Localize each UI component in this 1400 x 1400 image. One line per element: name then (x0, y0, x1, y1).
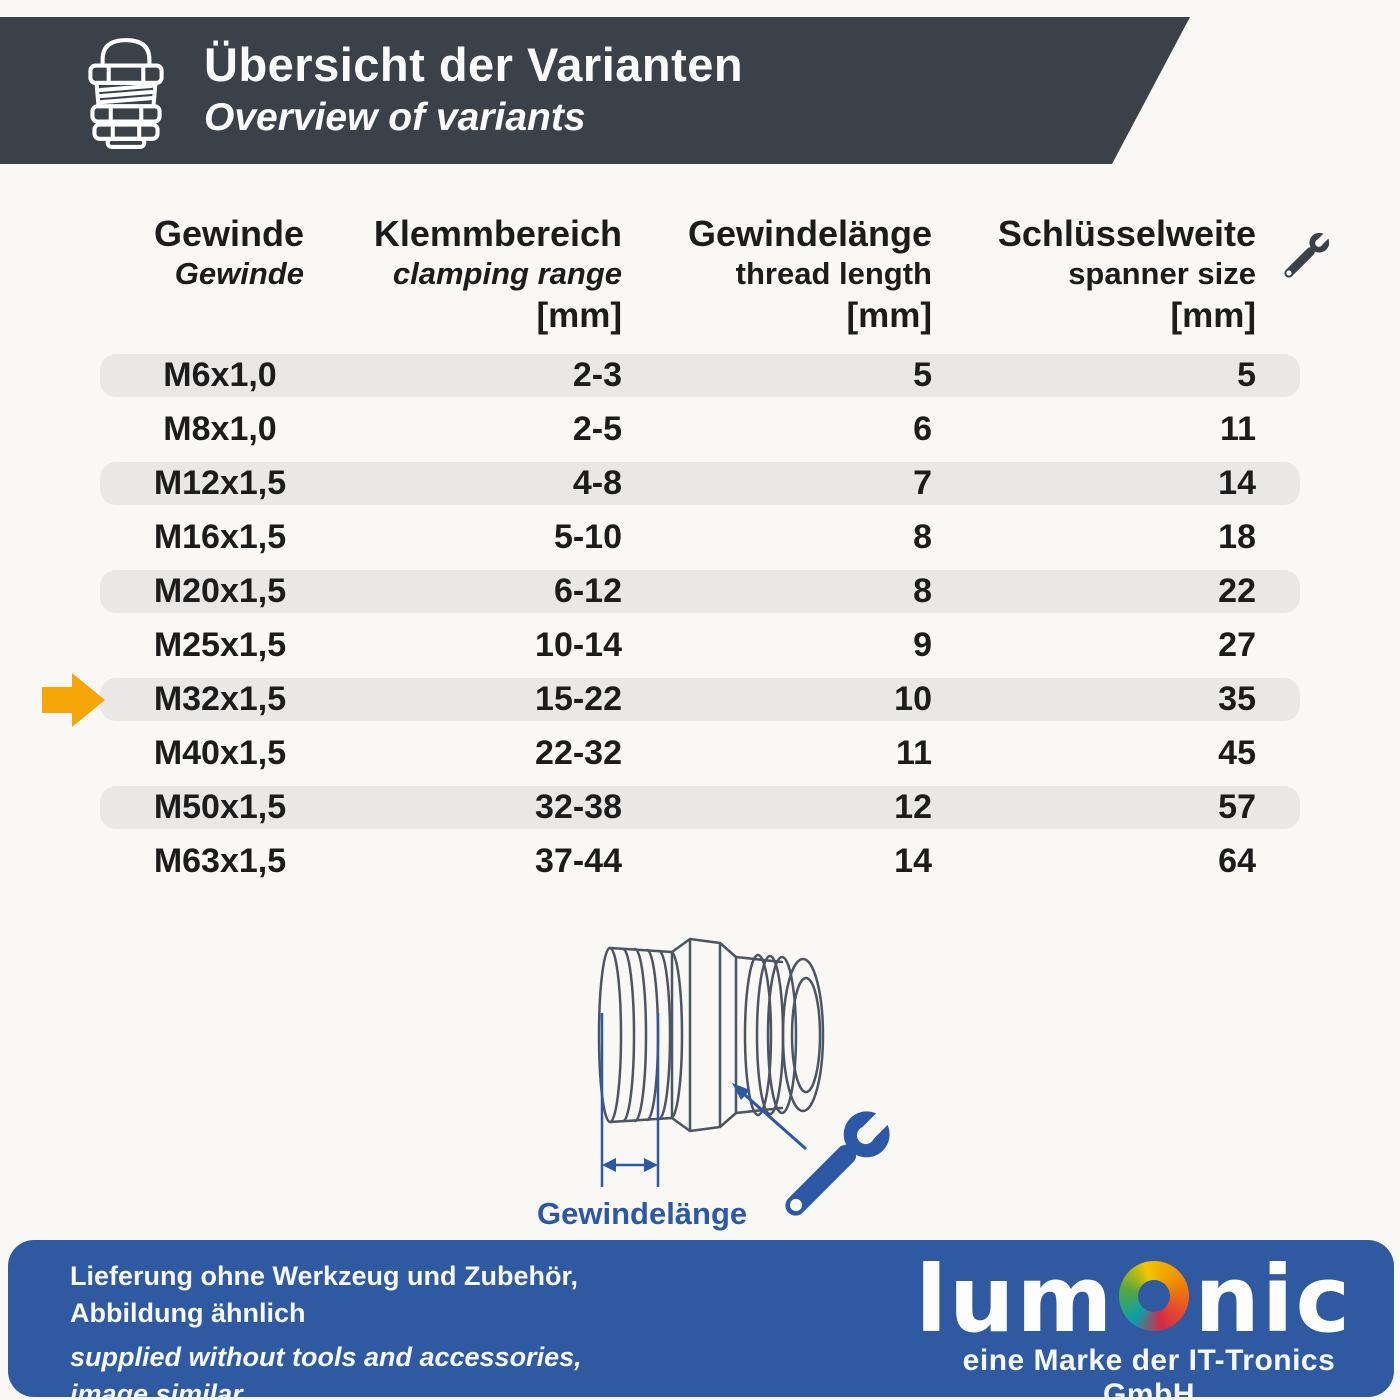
cell-spanner-size: 22 (1218, 572, 1256, 610)
logo-color-ring-icon (1119, 1260, 1190, 1331)
col-header-spanner-size: Schlüsselweite spanner size [mm] (997, 213, 1256, 335)
table-row: M40x1,5 22-32 11 45 (100, 732, 1300, 775)
cell-spanner-size: 18 (1218, 518, 1256, 556)
cell-spanner-size: 57 (1218, 788, 1256, 826)
cell-clamping-range: 5-10 (553, 518, 622, 556)
footer-panel: Lieferung ohne Werkzeug und Zubehör, Abb… (8, 1240, 1394, 1400)
table-row: M12x1,5 4-8 7 14 (100, 462, 1300, 505)
brand-logo: lum nic (916, 1246, 1352, 1353)
cell-clamping-range: 22-32 (535, 734, 622, 772)
logo-text-suffix: nic (1194, 1246, 1352, 1353)
note-en-line1: supplied without tools and accessories, (70, 1342, 582, 1372)
table-row: M50x1,5 32-38 12 57 (100, 786, 1300, 829)
cell-spanner-size: 14 (1218, 464, 1256, 502)
wrench-icon (1284, 231, 1331, 278)
table-row: M8x1,0 2-5 6 11 (100, 408, 1300, 451)
cell-clamping-range: 37-44 (535, 842, 622, 880)
cell-thread: M32x1,5 (153, 680, 287, 718)
cell-thread: M16x1,5 (153, 518, 287, 556)
cell-clamping-range: 10-14 (535, 626, 622, 664)
col-header-clamping-range: Klemmbereich clamping range [mm] (373, 213, 622, 335)
thread-length-label: Gewindelänge (537, 1196, 748, 1231)
cell-thread: M50x1,5 (153, 788, 287, 826)
cell-thread-length: 5 (913, 356, 932, 394)
note-de-line1: Lieferung ohne Werkzeug und Zubehör, (70, 1261, 579, 1291)
cell-clamping-range: 4-8 (572, 464, 622, 502)
cell-spanner-size: 11 (1220, 410, 1256, 448)
cell-thread: M25x1,5 (153, 626, 287, 664)
table-row: M63x1,5 37-44 14 64 (100, 840, 1300, 883)
cell-thread: M8x1,0 (163, 410, 277, 448)
cell-thread-length: 7 (913, 464, 932, 502)
cell-spanner-size: 45 (1218, 734, 1256, 772)
note-en-line2: image similar (70, 1379, 243, 1400)
fitting-technical-drawing (597, 937, 894, 1216)
cell-thread-length: 10 (894, 680, 932, 718)
table-row: M6x1,0 2-3 5 5 (100, 354, 1300, 397)
cell-clamping-range: 2-3 (572, 356, 622, 394)
cable-gland-icon (88, 38, 164, 149)
cell-thread-length: 8 (913, 572, 932, 610)
footer-notes: Lieferung ohne Werkzeug und Zubehör, Abb… (70, 1258, 582, 1400)
cell-thread-length: 11 (896, 734, 932, 772)
cell-clamping-range: 32-38 (535, 788, 622, 826)
cell-spanner-size: 27 (1218, 626, 1256, 664)
col-header-thread-length: Gewindelänge thread length [mm] (687, 213, 932, 335)
dimension-lines (600, 1013, 660, 1187)
cell-thread: M6x1,0 (163, 356, 277, 394)
cell-spanner-size: 64 (1218, 842, 1256, 880)
wrench-icon-blue (785, 1107, 894, 1216)
pointer-arrow (732, 1083, 807, 1151)
note-de-line2: Abbildung ähnlich (70, 1298, 306, 1328)
header-band: Übersicht der Varianten Overview of vari… (0, 17, 1190, 164)
table-row-highlighted: M32x1,5 15-22 10 35 (42, 672, 1300, 727)
table-row: M16x1,5 5-10 8 18 (100, 516, 1300, 559)
page-subtitle: Overview of variants (204, 96, 586, 139)
cell-thread: M20x1,5 (153, 572, 287, 610)
col-header-thread: Gewinde Gewinde (153, 213, 304, 291)
cell-thread: M63x1,5 (153, 842, 287, 880)
cell-thread-length: 12 (894, 788, 932, 826)
cell-thread-length: 14 (894, 842, 932, 880)
logo-text-prefix: lum (915, 1246, 1115, 1353)
highlight-arrow-icon (42, 672, 105, 727)
cell-thread-length: 6 (913, 410, 932, 448)
cell-clamping-range: 15-22 (535, 680, 622, 718)
cell-clamping-range: 2-5 (572, 410, 622, 448)
cell-thread: M40x1,5 (153, 734, 287, 772)
table-row: M25x1,5 10-14 9 27 (100, 624, 1300, 667)
cell-spanner-size: 35 (1218, 680, 1256, 718)
cell-thread-length: 9 (913, 626, 932, 664)
cell-thread-length: 8 (913, 518, 932, 556)
cell-thread: M12x1,5 (153, 464, 287, 502)
brand-tagline: eine Marke der IT-Tronics GmbH (962, 1344, 1336, 1400)
table-header: Gewinde Gewinde Klemmbereich clamping ra… (100, 212, 1300, 338)
threaded-fitting-drawing (597, 937, 825, 1133)
cell-clamping-range: 6-12 (553, 572, 622, 610)
cell-spanner-size: 5 (1237, 356, 1256, 394)
variants-table: Gewinde Gewinde Klemmbereich clamping ra… (42, 212, 1300, 894)
page-title: Übersicht der Varianten (204, 38, 744, 91)
table-row: M20x1,5 6-12 8 22 (100, 570, 1300, 613)
